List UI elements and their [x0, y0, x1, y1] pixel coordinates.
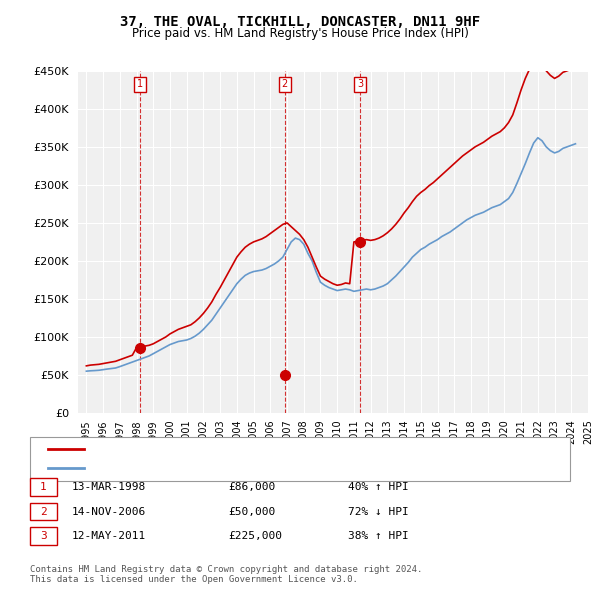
- Text: 1: 1: [137, 80, 143, 90]
- Text: 1: 1: [40, 482, 47, 491]
- Text: £50,000: £50,000: [228, 507, 275, 516]
- Text: 2: 2: [40, 507, 47, 516]
- Text: 3: 3: [40, 532, 47, 541]
- Text: 14-NOV-2006: 14-NOV-2006: [72, 507, 146, 516]
- Text: 2: 2: [282, 80, 288, 90]
- Text: Price paid vs. HM Land Registry's House Price Index (HPI): Price paid vs. HM Land Registry's House …: [131, 27, 469, 40]
- Text: 12-MAY-2011: 12-MAY-2011: [72, 532, 146, 541]
- Text: 37, THE OVAL, TICKHILL, DONCASTER, DN11 9HF: 37, THE OVAL, TICKHILL, DONCASTER, DN11 …: [120, 15, 480, 29]
- Text: HPI: Average price, detached house, Doncaster: HPI: Average price, detached house, Donc…: [93, 464, 374, 473]
- Text: 13-MAR-1998: 13-MAR-1998: [72, 482, 146, 491]
- Text: Contains HM Land Registry data © Crown copyright and database right 2024.
This d: Contains HM Land Registry data © Crown c…: [30, 565, 422, 584]
- Text: £86,000: £86,000: [228, 482, 275, 491]
- Text: 37, THE OVAL, TICKHILL, DONCASTER, DN11 9HF (detached house): 37, THE OVAL, TICKHILL, DONCASTER, DN11 …: [93, 444, 468, 454]
- Text: 3: 3: [357, 80, 363, 90]
- Text: 40% ↑ HPI: 40% ↑ HPI: [348, 482, 409, 491]
- Text: £225,000: £225,000: [228, 532, 282, 541]
- Text: 72% ↓ HPI: 72% ↓ HPI: [348, 507, 409, 516]
- Text: 38% ↑ HPI: 38% ↑ HPI: [348, 532, 409, 541]
